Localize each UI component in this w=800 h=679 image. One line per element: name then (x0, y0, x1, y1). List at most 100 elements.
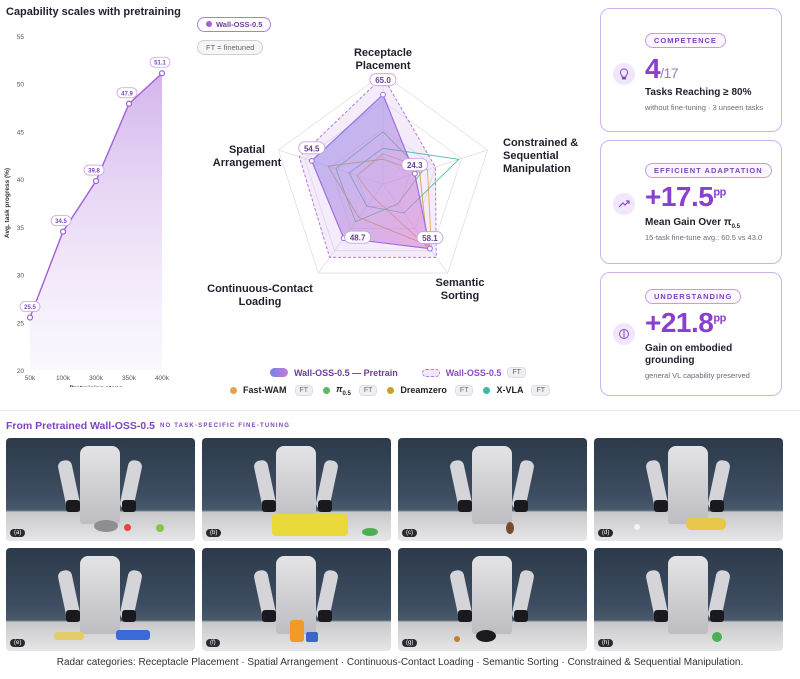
card-note: general VL capability preserved (645, 371, 750, 380)
radar-point (308, 157, 315, 164)
radar-value-label-bg (401, 158, 429, 172)
radar-value-label: 54.5 (304, 144, 320, 153)
data-point (26, 314, 34, 321)
legend-wall-ft: Wall-OSS-0.5 (445, 367, 502, 378)
y-axis-label: Avg. task progress (%) (4, 168, 11, 238)
y-tick-label: 50 (17, 82, 25, 89)
legend-row-2: Fast-WAM FT π0.5 FT Dreamzero FT X-VLA F… (230, 384, 590, 397)
figure-caption: Radar categories: Receptacle Placement ·… (56, 657, 744, 668)
photo-label: (e) (10, 639, 26, 647)
photo-label: (f) (206, 639, 220, 647)
legend-main-pill: Wall-OSS-0.5 (197, 16, 272, 32)
radar-point (380, 91, 386, 98)
card-title: Mean Gain Over π0.5 (645, 217, 740, 230)
radar-value-label: 65.0 (375, 76, 391, 85)
card-title: Gain on embodied grounding (645, 343, 733, 366)
legend-dreamzero: Dreamzero (400, 385, 447, 396)
data-label-bg (83, 164, 105, 176)
data-label: 34.5 (55, 219, 67, 225)
card-note: 15-task fine-tune avg.: 60.5 vs 43.0 (645, 233, 763, 242)
radar-value-label: 58.1 (422, 234, 438, 243)
card-note: without fine-tuning · 3 unseen tasks (645, 103, 763, 112)
ft-badge: FT (358, 384, 378, 396)
legend-pi05: π0.5 (336, 384, 351, 397)
radar-legend: Wall-OSS-0.5 — Pretrain Wall-OSS-0.5 FT … (230, 367, 590, 403)
card-tag: COMPETENCE (645, 33, 726, 48)
radar-value-label: 48.7 (350, 234, 366, 243)
area-fill (30, 73, 162, 370)
ft-note-label: FT = finetuned (206, 42, 255, 52)
card-big-value: +17.5pp (645, 181, 726, 212)
rollout-photo-a: (a) (6, 438, 195, 541)
rollout-photo-b: (b) (202, 438, 391, 541)
data-label-bg (19, 301, 41, 312)
y-tick-label: 25 (17, 320, 25, 327)
rollout-photo-c: (c) (398, 438, 587, 541)
card-understanding: UNDERSTANDING +21.8pp Gain on embodied g… (600, 272, 782, 396)
radar-grid-ring (277, 73, 489, 274)
radar-value-label-bg (298, 141, 326, 155)
y-tick-label: 45 (17, 129, 25, 136)
radar-point (427, 245, 433, 252)
data-point (158, 70, 166, 77)
line-chart-title: Capability scales with pretraining (6, 6, 181, 18)
legend-main-label: Wall-OSS-0.5 (216, 19, 263, 29)
card-efficient-adaptation: EFFICIENT ADAPTATION +17.5pp Mean Gain O… (600, 140, 782, 264)
y-tick-label: 20 (17, 368, 25, 375)
photo-label: (h) (598, 639, 614, 647)
photo-label: (g) (402, 639, 418, 647)
data-label-bg (149, 56, 171, 68)
rollouts-note: NO TASK-SPECIFIC FINE-TUNING (160, 423, 291, 429)
dreamzero-dot-icon (387, 386, 395, 394)
x-tick-label: 300k (89, 375, 104, 382)
radar-legend-top: Wall-OSS-0.5 FT = finetuned (197, 14, 272, 60)
radar-axis-label: Receptacle Placement (354, 47, 412, 72)
radar-value-label-bg (369, 73, 397, 87)
pi05-dot-icon (323, 386, 331, 394)
card-tag: UNDERSTANDING (645, 289, 742, 304)
ft-badge: FT (507, 367, 526, 378)
card-big-value: 4/17 (645, 53, 679, 84)
x-tick-label: 350k (122, 375, 137, 382)
legend-fastwam: Fast-WAM (243, 385, 287, 396)
data-label: 39.8 (88, 169, 100, 175)
fastwam-dot-icon (230, 386, 237, 394)
xvla-dot-icon (483, 386, 491, 394)
data-label-bg (50, 215, 72, 227)
photo-label: (a) (10, 529, 26, 537)
legend-ft-note: FT = finetuned (197, 39, 264, 55)
data-label: 51.1 (154, 61, 166, 67)
radar-chart: 65.0 24.3 58.1 48.7 54.5 Receptacle Placement C… (207, 47, 578, 308)
y-tick-label: 40 (17, 177, 25, 184)
radar-axis-label: Spatial Arrangement (213, 144, 282, 169)
rollout-photo-e: (e) (6, 548, 195, 651)
rollouts-title: From Pretrained Wall-OSS-0.5 (6, 420, 155, 432)
radar-axis-label: Continuous-Contact Loading (207, 283, 313, 308)
legend-row-1: Wall-OSS-0.5 — Pretrain Wall-OSS-0.5 FT (270, 367, 590, 378)
data-label-bg (116, 87, 138, 99)
brain-icon (613, 323, 635, 345)
data-label: 47.9 (121, 91, 133, 97)
radar-axis-label: Semantic Sorting (436, 277, 485, 302)
x-tick-label: 100k (56, 375, 71, 382)
radar-point (411, 170, 418, 177)
x-tick-label: 400k (155, 375, 170, 382)
legend-xvla: X-VLA (496, 385, 524, 396)
ft-badge: FT (294, 384, 314, 396)
card-tag: EFFICIENT ADAPTATION (645, 163, 772, 178)
ft-badge: FT (454, 384, 474, 396)
photo-label: (d) (598, 529, 614, 537)
photo-label: (c) (402, 529, 417, 537)
data-point (125, 100, 133, 107)
radar-value-label-bg (416, 231, 444, 245)
lightbulb-icon (613, 63, 635, 85)
radar-value-label-bg (344, 230, 372, 244)
rollout-photo-d: (d) (594, 438, 783, 541)
line-chart: 20 25 30 35 40 45 50 55 50k 100k 300k 350k 400k Pretr… (4, 34, 171, 387)
card-title: Tasks Reaching ≥ 80% (645, 87, 752, 98)
rollout-photo-h: (h) (594, 548, 783, 651)
y-tick-label: 55 (17, 34, 25, 41)
trend-up-icon (613, 193, 635, 215)
legend-pretrain: Wall-OSS-0.5 — Pretrain (294, 367, 398, 378)
